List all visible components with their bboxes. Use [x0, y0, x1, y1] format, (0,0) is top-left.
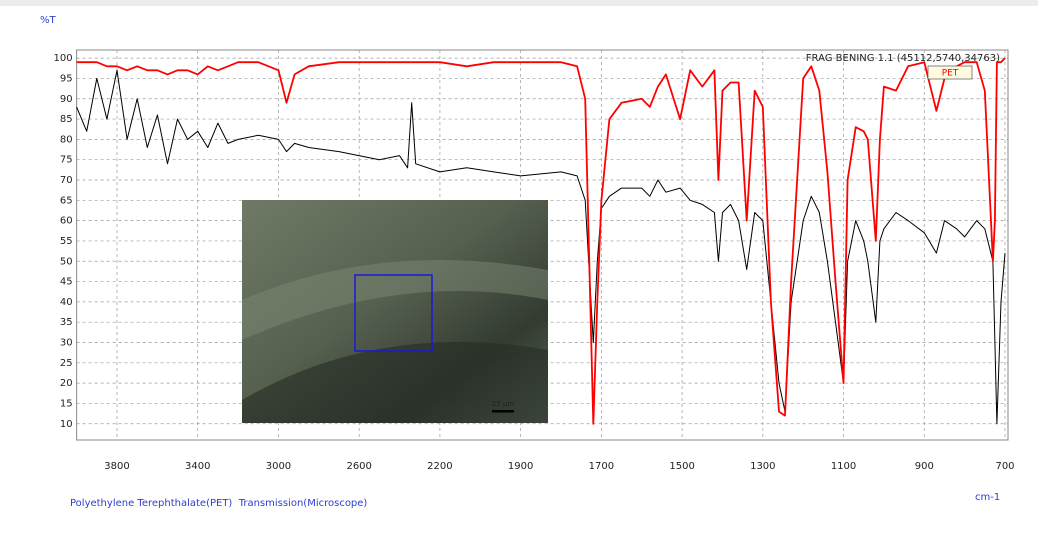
y-tick-label: 100 [54, 53, 73, 64]
legend-label: FRAG BENING 1.1 (45112,5740,34763) [806, 53, 1000, 64]
x-tick-label: 1300 [750, 461, 775, 472]
x-tick-label: 1100 [831, 461, 856, 472]
y-tick-label: 25 [60, 358, 73, 369]
plot-frame [76, 49, 1009, 441]
x-tick-label: 3000 [266, 461, 291, 472]
y-tick-label: 55 [60, 236, 73, 247]
inset-photo [242, 200, 548, 423]
y-tick-label: 75 [60, 155, 73, 166]
y-tick-label: 20 [60, 378, 73, 389]
x-tick-label: 1900 [508, 461, 533, 472]
inset-scale-label: 25 µm [492, 400, 515, 408]
y-tick-label: 95 [60, 73, 73, 84]
y-tick-label: 40 [60, 297, 73, 308]
y-tick-label: 65 [60, 195, 73, 206]
x-tick-label: 1500 [669, 461, 694, 472]
x-tick-label: 2200 [427, 461, 452, 472]
x-tick-label: 700 [995, 461, 1014, 472]
x-tick-label: 3800 [104, 461, 129, 472]
y-tick-label: 50 [60, 256, 73, 267]
y-tick-label: 45 [60, 277, 73, 288]
series-line [76, 57, 1006, 425]
y-axis-label: %T [40, 15, 57, 26]
series-line [76, 69, 1006, 425]
x-tick-label: 1700 [589, 461, 614, 472]
y-tick-label: 85 [60, 114, 73, 125]
y-tick-label: 15 [60, 398, 73, 409]
footer: Polyethylene Terephthalate(PET) Transmis… [70, 498, 367, 509]
y-tick-label: 60 [60, 216, 73, 227]
y-tick-label: 80 [60, 134, 73, 145]
x-tick-label: 900 [915, 461, 934, 472]
y-tick-label: 35 [60, 317, 73, 328]
x-tick-label: 2600 [346, 461, 371, 472]
x-axis-label: cm-1 [975, 492, 1000, 503]
legend-label: PET [942, 69, 959, 79]
y-tick-label: 10 [60, 419, 73, 430]
x-tick-label: 3400 [185, 461, 210, 472]
legend-box [927, 65, 973, 80]
y-tick-label: 90 [60, 94, 73, 105]
y-tick-label: 70 [60, 175, 73, 186]
y-tick-label: 30 [60, 338, 73, 349]
top-band [0, 0, 1038, 6]
